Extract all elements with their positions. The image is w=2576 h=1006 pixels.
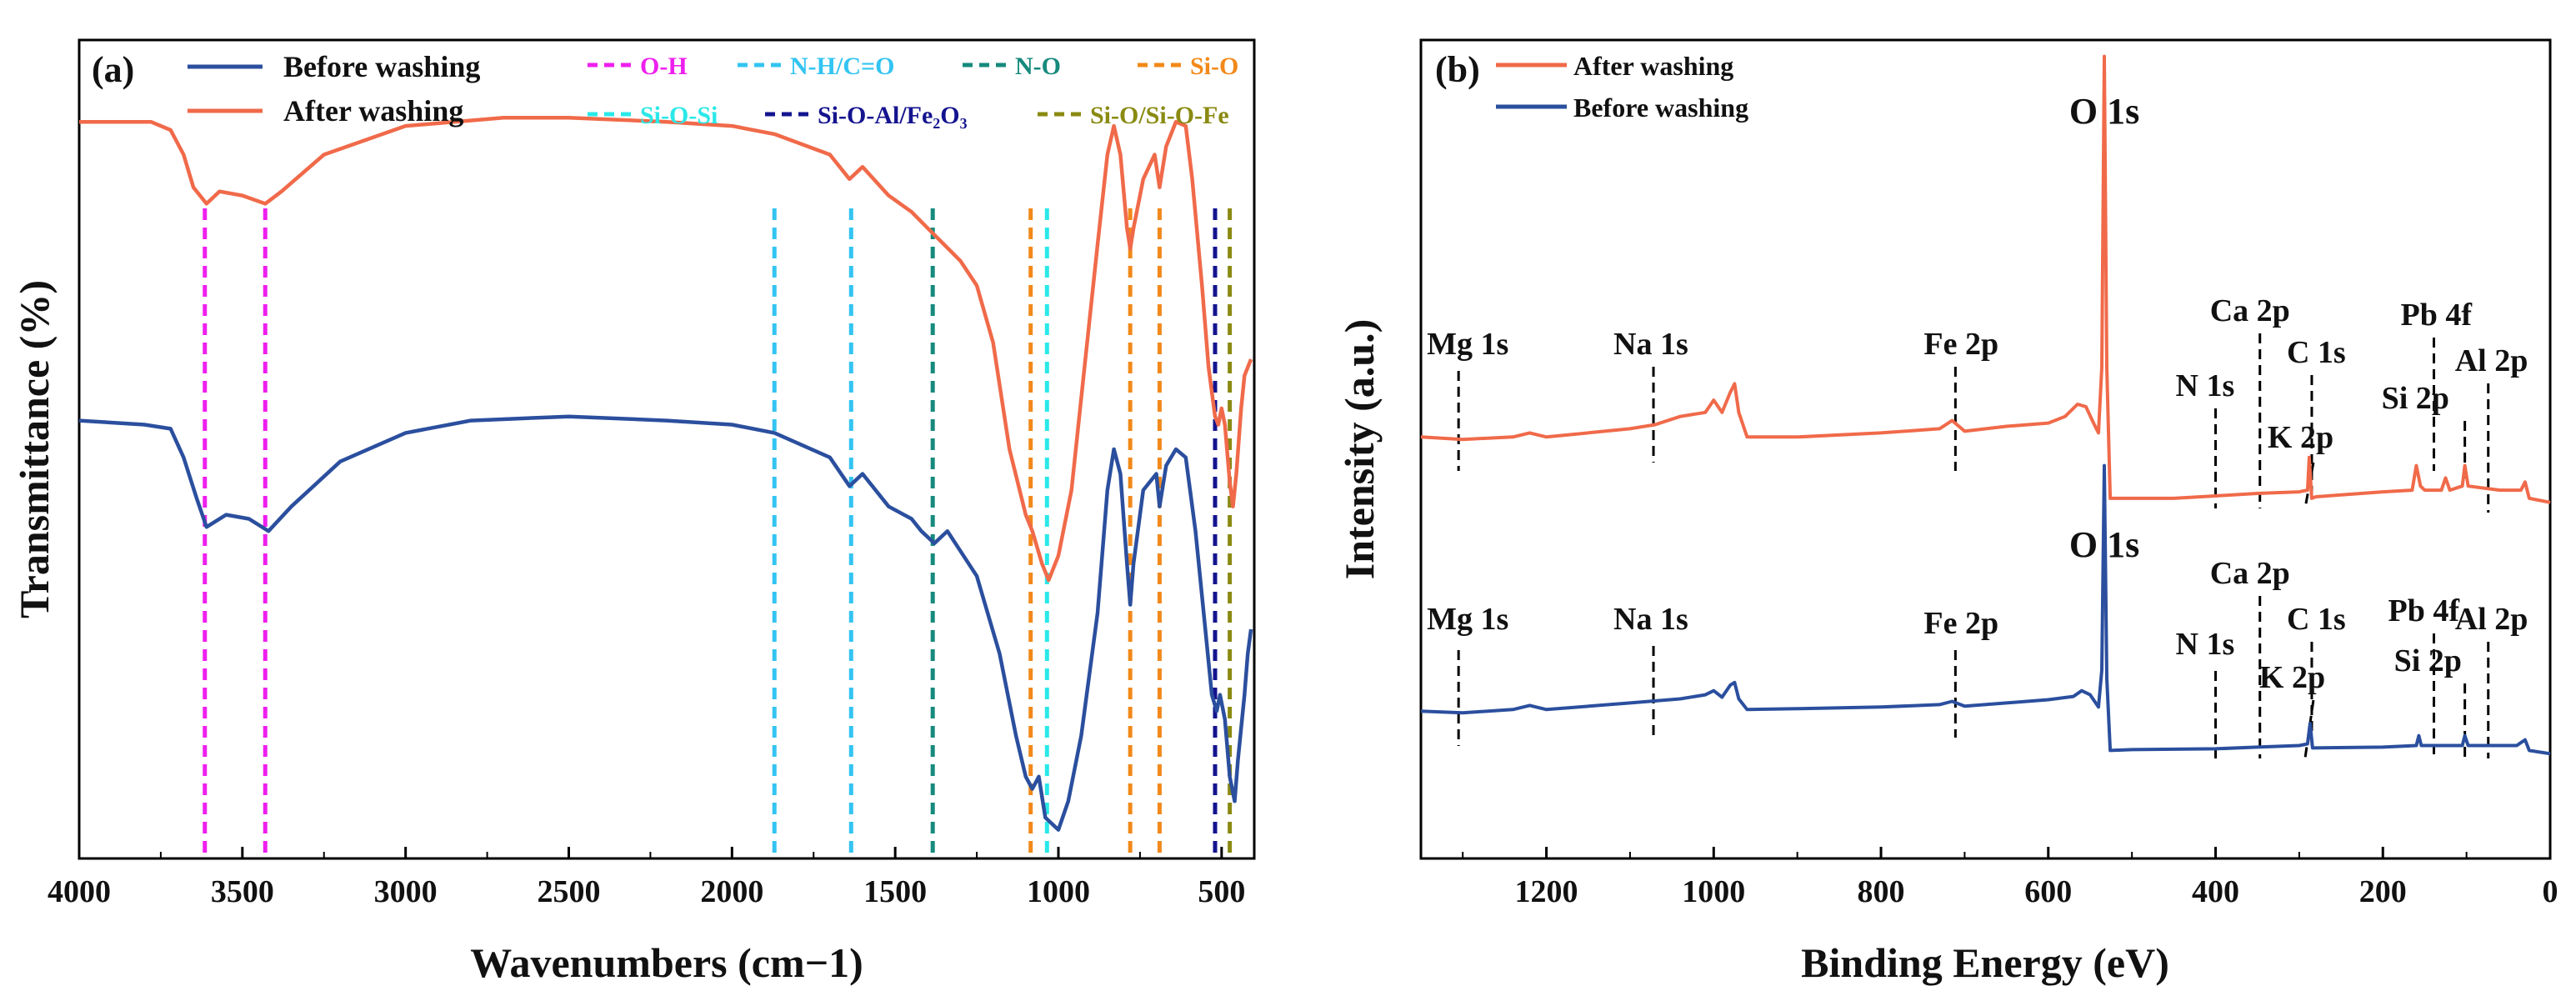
peak-label-k-2p-before: K 2p: [2259, 660, 2325, 695]
peak-label-c-1s-after: C 1s: [2287, 335, 2346, 370]
panel-a-label: (a): [92, 49, 134, 90]
x-tick-label-b-0: 0: [2543, 874, 2558, 909]
peak-label-fe-2p-before: Fe 2p: [1923, 606, 1998, 641]
legend-label-sio: Si-O: [1190, 53, 1238, 80]
x-tick-label-b-200: 200: [2359, 874, 2407, 909]
panel-a-series: [78, 116, 1253, 832]
panel-b-plot-frame: [1419, 38, 2552, 860]
panel-a-legend: Before washing After washing: [188, 50, 480, 128]
x-tick-label-a-1500: 1500: [863, 874, 927, 909]
peak-label-k-2p-after: K 2p: [2268, 420, 2333, 455]
panel-b-legend: After washing Before washing: [1496, 51, 1748, 123]
legend-label-after-washing-a: After washing: [283, 94, 463, 128]
peak-label-fe-2p-after: Fe 2p: [1923, 327, 1998, 362]
peak-label-na-1s-after: Na 1s: [1613, 327, 1688, 362]
panel-a-reference-lines: [203, 208, 1233, 858]
x-tick-label-a-500: 500: [1198, 874, 1245, 909]
legend-label-before-washing-b: Before washing: [1573, 93, 1748, 123]
panel-a-x-axis-title: Wavenumbers (cm−1): [470, 939, 863, 986]
x-tick-label-b-400: 400: [2192, 874, 2239, 909]
peak-label-si-2p-after: Si 2p: [2382, 381, 2449, 416]
x-tick-label-a-2500: 2500: [538, 874, 601, 909]
legend-label-oh: O-H: [640, 53, 688, 80]
panel-b-label: (b): [1435, 49, 1480, 90]
x-tick-label-b-1000: 1000: [1682, 874, 1745, 909]
x-tick-label-a-2000: 2000: [700, 874, 763, 909]
peak-label-n-1s-before: N 1s: [2176, 627, 2235, 662]
series-line-after-washing-b: [1420, 54, 2551, 504]
peak-label-si-2p-before: Si 2p: [2394, 643, 2462, 678]
peak-label-o-1s-before: O 1s: [2069, 524, 2139, 565]
x-tick-label-b-800: 800: [1858, 874, 1905, 909]
x-tick-label-b-1200: 1200: [1515, 874, 1578, 909]
peak-label-c-1s-before: C 1s: [2287, 602, 2346, 637]
peak-label-n-1s-after: N 1s: [2176, 368, 2235, 403]
panel-b-x-axis-title: Binding Energy (eV): [1801, 939, 2169, 986]
legend-label-after-washing-b: After washing: [1573, 51, 1733, 81]
panel-b-series: [1420, 54, 2551, 756]
legend-label-siosi: Si-O-Si: [640, 102, 718, 129]
peak-label-ca-2p-after: Ca 2p: [2210, 293, 2290, 328]
peak-label-al-2p-before: Al 2p: [2455, 602, 2528, 637]
legend-label-sioal: Si-O-Al/Fe₂O₃: [818, 102, 968, 129]
panel-b-peak-guides: [1457, 333, 2490, 759]
peak-label-mg-1s-after: Mg 1s: [1427, 327, 1508, 362]
panel-a-band-legend: O-H N-H/C=O N-O Si-O Si-O-Si Si-O-Al/Fe₂…: [588, 53, 1238, 129]
panel-a-x-ticks: 4000 3500 3000 2500 2000 1500 1000 500: [48, 847, 1245, 909]
panel-a-y-axis-title: Transmittance (%): [11, 280, 58, 618]
legend-label-no: N-O: [1015, 53, 1061, 80]
series-line-before-washing-a: [78, 414, 1253, 832]
peak-label-al-2p-after: Al 2p: [2455, 343, 2528, 378]
panel-a-plot-frame: [78, 38, 1256, 860]
panel-b-y-axis-title: Intensity (a.u.): [1336, 319, 1383, 580]
peak-label-pb-4f-before: Pb 4f: [2388, 593, 2460, 628]
x-tick-label-b-600: 600: [2024, 874, 2072, 909]
peak-label-mg-1s-before: Mg 1s: [1427, 602, 1508, 637]
x-tick-label-a-1000: 1000: [1027, 874, 1090, 909]
panel-b-x-ticks: 1200 1000 800 600 400 200 0: [1462, 847, 2558, 909]
x-tick-label-a-3000: 3000: [374, 874, 438, 909]
panel-b-peak-labels: Mg 1s Mg 1s Na 1s Na 1s Fe 2p Fe 2p N 1s N 1s Ca…: [1427, 91, 2528, 695]
x-tick-label-a-3500: 3500: [211, 874, 274, 909]
panel-b: (b) 1200 1000 800 600 400 200 0 Mg 1s Mg 1s Na 1…: [1336, 38, 2558, 986]
peak-label-na-1s-before: Na 1s: [1613, 602, 1688, 637]
legend-label-siofe: Si-O/Si-O-Fe: [1090, 102, 1229, 129]
legend-label-before-washing-a: Before washing: [283, 50, 480, 83]
peak-label-o-1s-after: O 1s: [2069, 91, 2139, 132]
series-line-after-washing-a: [79, 116, 1253, 583]
peak-label-ca-2p-before: Ca 2p: [2210, 556, 2290, 591]
peak-label-pb-4f-after: Pb 4f: [2400, 298, 2473, 333]
x-tick-label-a-4000: 4000: [48, 874, 111, 909]
series-line-before-washing-b: [1420, 463, 2551, 756]
legend-label-nh-co: N-H/C=O: [790, 53, 894, 80]
panel-a: (a) 4000 3500 3000 2500 2000 1500 1000 500 Befo…: [11, 38, 1256, 986]
